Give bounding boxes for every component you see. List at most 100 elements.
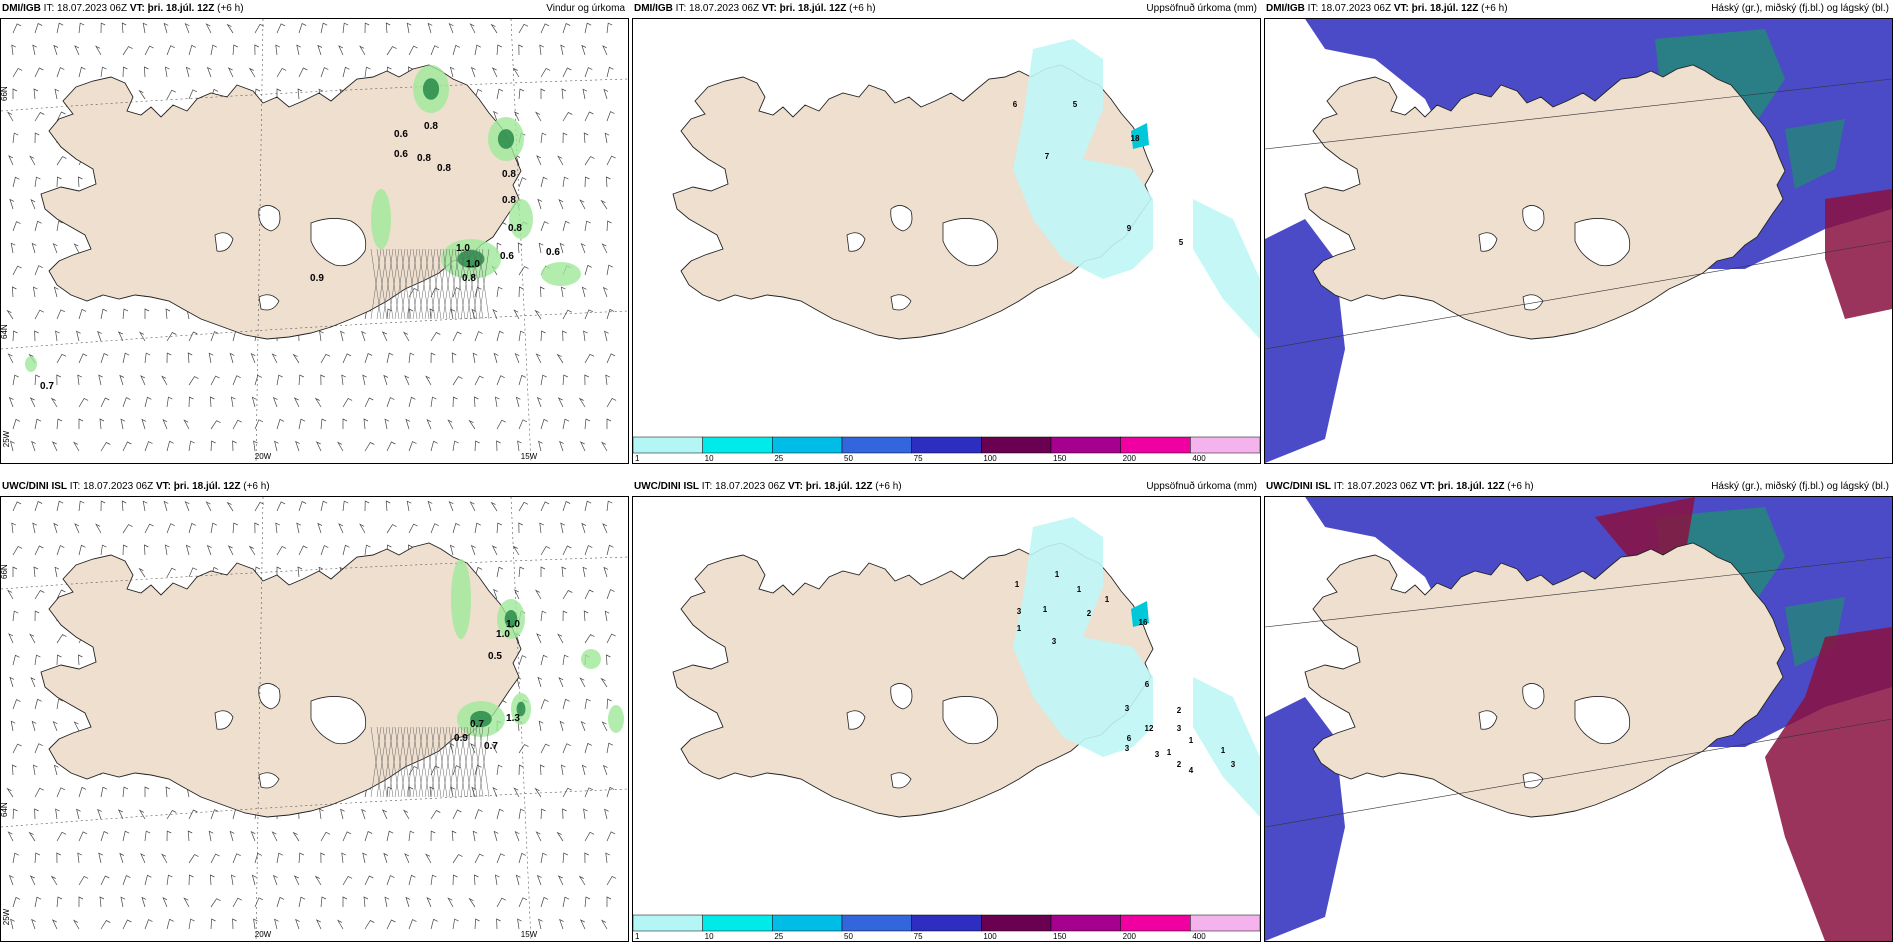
wind-barb — [496, 764, 503, 776]
wind-barb — [144, 66, 149, 78]
wind-barb — [518, 266, 529, 276]
wind-barb — [56, 698, 63, 710]
wind-barb — [55, 808, 60, 820]
hatch-line — [454, 726, 466, 798]
panel-title: Uppsöfnuð úrkoma (mm) — [1146, 3, 1257, 14]
wind-barb — [426, 419, 432, 430]
hatch-line — [370, 248, 382, 320]
wind-barb — [540, 221, 549, 232]
wind-barb — [491, 545, 498, 556]
wind-barbs — [6, 500, 617, 930]
legend-label: 150 — [1053, 932, 1067, 941]
wind-barb — [100, 831, 109, 842]
wind-barb — [408, 308, 414, 319]
wind-barb — [188, 396, 194, 408]
clear-sky-area — [1265, 19, 1325, 219]
legend-label: 50 — [844, 932, 853, 941]
grid-line — [1265, 240, 1892, 350]
wind-barb — [320, 545, 329, 556]
wind-barb — [188, 522, 196, 534]
latitude-line — [1, 788, 628, 828]
hatch-line — [448, 726, 460, 798]
wind-barb — [166, 332, 177, 342]
wind-barb — [468, 897, 476, 908]
wind-barb — [536, 633, 542, 644]
wind-barb — [430, 440, 438, 452]
longitude-line — [255, 19, 264, 463]
wind-barb — [53, 522, 59, 534]
wind-barb — [297, 566, 303, 578]
wind-barb — [140, 853, 146, 864]
longitude-label: 15W — [521, 452, 538, 461]
precip-value-label: 2 — [1177, 760, 1182, 769]
wind-barb — [558, 677, 564, 688]
vt-label: VT: — [129, 3, 145, 14]
wind-barb — [30, 199, 36, 210]
wind-barb — [73, 243, 80, 254]
wind-barb — [144, 874, 152, 886]
wind-barb — [474, 375, 484, 386]
wind-barb — [274, 440, 279, 452]
wind-barb — [430, 874, 437, 886]
wind-barb — [122, 544, 128, 556]
wind-barb — [161, 853, 168, 864]
wind-barb — [119, 374, 125, 386]
wind-barb — [210, 44, 217, 56]
wind-barb — [584, 264, 592, 276]
wind-barb — [210, 375, 220, 386]
wind-barb — [298, 545, 308, 556]
wind-barb — [144, 308, 150, 319]
hatch-line — [472, 248, 484, 320]
lead-time: (+6 h) — [1481, 3, 1508, 14]
panel-header: UWC/DINI ISL IT: 18.07.2023 06Z VT: þri.… — [1264, 478, 1893, 496]
wind-barb — [164, 66, 170, 78]
wind-barb — [560, 522, 565, 534]
vt-label: VT: — [787, 481, 803, 492]
wind-barb — [315, 441, 322, 452]
panel-header: DMI/IGB IT: 18.07.2023 06Z VT: þri. 18.j… — [632, 0, 1261, 18]
hatch-line — [388, 248, 400, 320]
wind-barb — [581, 522, 587, 534]
wind-barb — [429, 308, 435, 320]
wind-barb — [254, 897, 264, 908]
it-value: 18.07.2023 06Z — [1321, 3, 1392, 14]
wind-barb — [606, 264, 613, 276]
precip-area-heavy — [516, 701, 526, 717]
legend-swatch — [772, 436, 843, 454]
wind-barb — [31, 720, 37, 732]
wind-barb — [298, 23, 307, 34]
wind-barb — [122, 524, 133, 534]
wind-barb — [425, 375, 432, 386]
wind-barb — [557, 155, 564, 166]
wind-barb — [276, 566, 282, 577]
wind-barb — [12, 418, 21, 430]
precip-value-label: 0.6 — [500, 251, 514, 262]
wind-barb — [408, 441, 417, 452]
wind-barb — [276, 23, 286, 34]
wind-barb — [342, 353, 352, 364]
wind-barb — [469, 23, 476, 34]
wind-barb — [406, 22, 412, 34]
wind-barb — [606, 500, 613, 512]
precip-area-light — [1193, 199, 1260, 339]
glacier-outline — [1522, 205, 1545, 232]
wind-barb — [10, 242, 16, 254]
wind-barb — [540, 286, 545, 298]
wind-barb — [183, 419, 190, 430]
wind-barb — [254, 522, 259, 534]
wind-barb — [494, 396, 500, 408]
wind-barb — [601, 243, 608, 254]
wind-barb — [562, 743, 571, 754]
wind-barb — [584, 374, 589, 386]
wind-barb — [364, 875, 374, 886]
precip-value-label: 1 — [1167, 748, 1172, 757]
wind-barb — [12, 566, 18, 577]
wind-barb — [518, 655, 527, 666]
wind-barb — [583, 808, 588, 820]
wind-barb — [540, 374, 547, 386]
wind-barb — [54, 88, 60, 100]
wind-barb — [34, 265, 43, 276]
wind-barb — [56, 787, 66, 798]
wind-barb — [602, 45, 608, 56]
precip-value-label: 0.8 — [502, 195, 516, 206]
